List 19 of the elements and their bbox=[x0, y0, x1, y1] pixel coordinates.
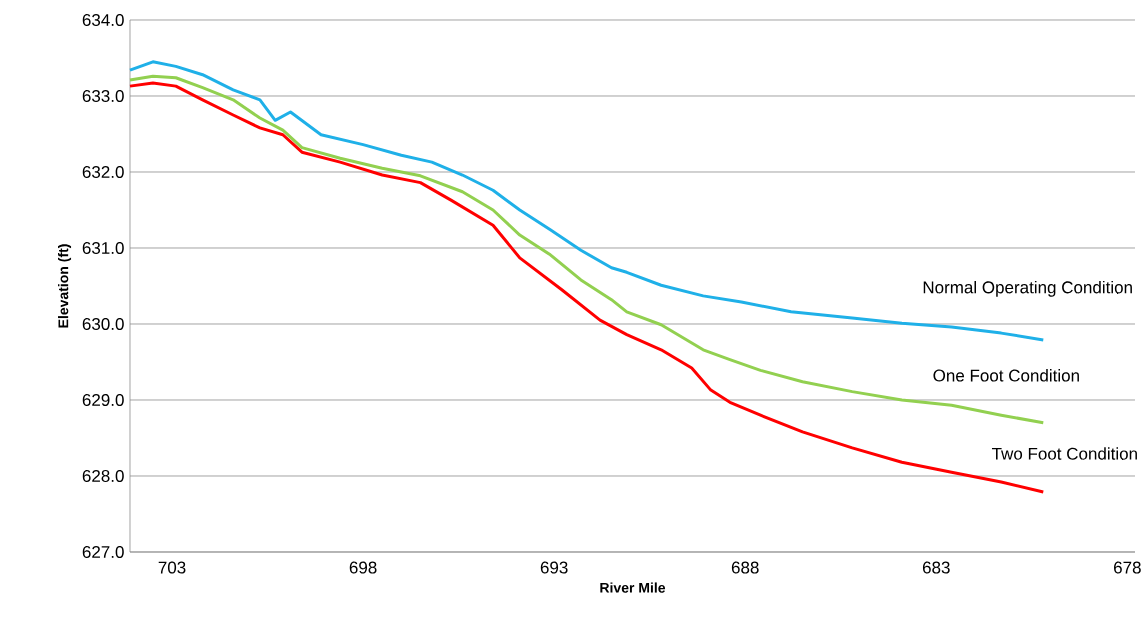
y-tick-label: 631.0 bbox=[82, 241, 124, 255]
x-tick-label: 693 bbox=[540, 561, 568, 574]
y-tick-label: 627.0 bbox=[82, 545, 124, 559]
y-tick-label: 629.0 bbox=[82, 393, 124, 407]
y-tick-label: 630.0 bbox=[82, 317, 124, 331]
y-axis-title: Elevation (ft) bbox=[58, 244, 72, 328]
y-tick-label: 632.0 bbox=[82, 165, 124, 179]
series-label: Two Foot Condition bbox=[991, 447, 1137, 460]
y-tick-label: 633.0 bbox=[82, 89, 124, 103]
x-tick-label: 683 bbox=[922, 561, 950, 574]
y-tick-label: 628.0 bbox=[82, 469, 124, 483]
x-tick-label: 698 bbox=[349, 561, 377, 574]
x-axis-title: River Mile bbox=[600, 582, 666, 593]
x-tick-label: 678 bbox=[1114, 561, 1141, 574]
x-tick-label: 688 bbox=[731, 561, 759, 574]
y-tick-label: 634.0 bbox=[82, 13, 124, 27]
x-tick-label: 703 bbox=[158, 561, 186, 574]
series-label: Normal Operating Condition bbox=[923, 280, 1132, 297]
series-label: One Foot Condition bbox=[933, 369, 1079, 382]
